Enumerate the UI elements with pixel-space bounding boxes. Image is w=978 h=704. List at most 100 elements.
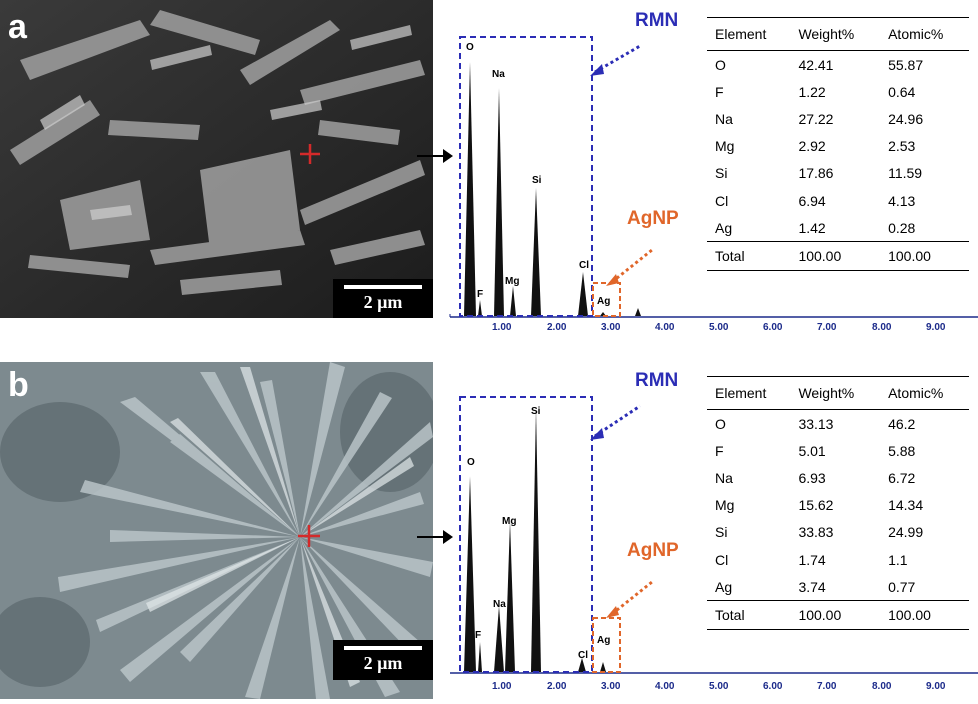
table-row: Ag 3.74 0.77 (707, 573, 969, 601)
axis-tick: 4.00 (655, 681, 675, 692)
table-row-total: Total 100.00 100.00 (707, 600, 969, 630)
cell: 2.53 (888, 138, 916, 155)
table-row-total: Total 100.00 100.00 (707, 241, 969, 271)
axis-tick: 7.00 (817, 322, 837, 333)
cell: F (715, 83, 724, 100)
cell: Na (715, 469, 733, 486)
rmn-label-b: RMN (635, 370, 679, 391)
cell: O (715, 56, 726, 73)
table-row: O 33.13 46.2 (707, 410, 969, 438)
cell: 0.28 (888, 219, 916, 236)
column-header: Weight% (790, 17, 881, 51)
table-row: Cl 6.94 4.13 (707, 187, 969, 214)
axis-tick: 9.00 (926, 681, 946, 692)
cell: 46.2 (888, 415, 916, 432)
table-row: Na 27.22 24.96 (707, 105, 969, 132)
peak-label-na: Na (492, 69, 505, 80)
cell: Mg (715, 138, 735, 155)
scale-bar-a: 2 µm (333, 279, 433, 318)
axis-tick: 7.00 (817, 681, 837, 692)
column-header: Element (707, 17, 791, 51)
cell: 11.59 (888, 165, 923, 182)
cell: 100.00 (790, 241, 881, 271)
pointer-arrow-a (417, 149, 453, 163)
cell: Ag (715, 219, 733, 236)
cell: Total (707, 600, 791, 630)
cell: 24.99 (888, 524, 924, 541)
scale-bar-label: 2 µm (363, 653, 403, 673)
spectrum-peaks-b (464, 408, 606, 672)
cell: 1.1 (888, 551, 908, 568)
column-header: Element (707, 376, 791, 410)
axis-tick: 2.00 (547, 681, 567, 692)
peak-label-cl: Cl (578, 650, 588, 661)
analysis-marker-a (300, 144, 320, 164)
table-row: Mg 2.92 2.53 (707, 133, 969, 160)
cell: 42.41 (798, 56, 834, 73)
cell: 6.72 (888, 469, 916, 486)
peak-label-f: F (477, 289, 483, 300)
sem-image-b (0, 362, 433, 699)
cell: 5.88 (888, 442, 916, 459)
scale-bar-line (344, 285, 422, 289)
cell: Si (715, 524, 728, 541)
axis-tick: 4.00 (655, 322, 675, 333)
composition-table-a: Element Weight% Atomic% O 42.41 55.87 F 1.2… (707, 17, 969, 271)
peak-label-na: Na (493, 599, 506, 610)
cell: 14.34 (888, 497, 924, 514)
peak-label-mg: Mg (505, 276, 519, 287)
axis-tick: 3.00 (601, 681, 621, 692)
eds-spectrum-a: O Na Mg Si Cl F Ag 1.00 2.00 3.00 4.00 5… (440, 30, 978, 340)
cell: 1.74 (798, 551, 826, 568)
axis-tick: 5.00 (709, 681, 729, 692)
axis-tick: 6.00 (763, 322, 783, 333)
table-row: Cl 1.74 1.1 (707, 546, 969, 573)
cell: 33.83 (798, 524, 834, 541)
cell: 55.87 (888, 56, 924, 73)
peak-label-f: F (475, 630, 481, 641)
axis-tick: 1.00 (492, 322, 512, 333)
table-row: Si 33.83 24.99 (707, 519, 969, 546)
cell: 3.74 (798, 578, 826, 595)
cell: 0.64 (888, 83, 916, 100)
rmn-box-a (459, 36, 593, 317)
cell: 100.00 (790, 600, 881, 630)
rmn-box-b (459, 396, 593, 673)
cell: 24.96 (888, 110, 924, 127)
spectrum-peaks-a (464, 62, 641, 316)
cell: Ag (715, 578, 733, 595)
column-header: Atomic% (880, 376, 969, 410)
sem-image-a (0, 0, 433, 318)
table-row: O 42.41 55.87 (707, 51, 969, 79)
eds-spectrum-b: O Si Mg Na F Cl Ag 1.00 2.00 3.00 4.00 5… (440, 386, 978, 699)
analysis-marker-b (298, 525, 320, 547)
panel-label-a: a (8, 8, 27, 46)
table-row: Mg 15.62 14.34 (707, 492, 969, 519)
table-row: Na 6.93 6.72 (707, 464, 969, 491)
axis-tick: 2.00 (547, 322, 567, 333)
axis-tick: 3.00 (601, 322, 621, 333)
cell: 100.00 (880, 600, 969, 630)
column-header: Weight% (790, 376, 881, 410)
scale-bar-label: 2 µm (363, 292, 403, 312)
peak-label-o: O (467, 457, 475, 468)
cell: Total (707, 241, 791, 271)
agnp-box-a (592, 282, 621, 317)
pointer-arrow-b (417, 530, 453, 544)
cell: Cl (715, 192, 729, 209)
panel-label-b: b (8, 366, 29, 404)
peak-label-ag: Ag (597, 635, 610, 646)
axis-tick: 8.00 (872, 322, 892, 333)
cell: 17.86 (798, 165, 834, 182)
peak-label-cl: Cl (579, 260, 589, 271)
cell: 0.77 (888, 578, 916, 595)
scale-bar-line (344, 646, 422, 650)
rmn-label-a: RMN (635, 10, 679, 31)
table-row: F 5.01 5.88 (707, 437, 969, 464)
cell: 6.94 (798, 192, 826, 209)
agnp-label-a: AgNP (627, 208, 679, 229)
cell: 15.62 (798, 497, 834, 514)
cell: 1.42 (798, 219, 826, 236)
scale-bar-b: 2 µm (333, 640, 433, 680)
peak-label-si: Si (531, 406, 541, 417)
